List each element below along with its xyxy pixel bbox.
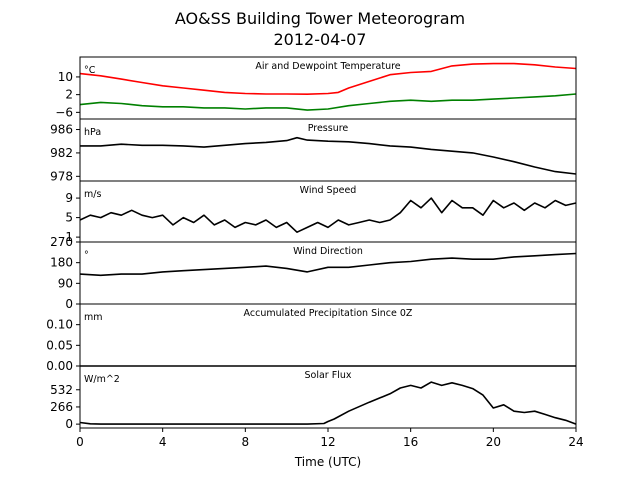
wind_speed-title: Wind Speed xyxy=(300,185,357,196)
xtick-label-4: 16 xyxy=(403,435,418,449)
temp-series-0-line xyxy=(79,62,577,95)
xtick-label-3: 12 xyxy=(320,435,335,449)
precip-ytick-label-0: 0.00 xyxy=(46,359,73,373)
temp-ytick-label-2: 10 xyxy=(58,70,73,84)
solar-ytick-label-1: 266 xyxy=(50,400,73,414)
xtick-label-0: 0 xyxy=(76,435,84,449)
wind_dir-ytick-label-1: 90 xyxy=(58,276,73,290)
wind_dir-ytick-label-2: 180 xyxy=(50,256,73,270)
solar-series-0-line xyxy=(79,381,577,425)
precip-ytick-label-1: 0.05 xyxy=(46,338,73,352)
panel-group: Air and Dewpoint Temperature°C−6210Press… xyxy=(46,56,577,431)
solar-ytick-label-2: 532 xyxy=(50,383,73,397)
chart-date: 2012-04-07 xyxy=(274,30,367,49)
solar-unit: W/m^2 xyxy=(84,374,120,385)
solar-ytick-label-0: 0 xyxy=(65,417,73,431)
panel-pressure: Pressure hPa 978 982 986 xyxy=(50,118,577,183)
precip-unit: mm xyxy=(84,312,103,323)
wind_dir-ytick-label-3: 270 xyxy=(50,235,73,249)
xtick-label-2: 8 xyxy=(242,435,250,449)
panel-wind_dir: Wind Direction ° 0 90 180 270 xyxy=(50,235,577,311)
temp-series-1-line xyxy=(79,93,577,111)
panel-solar: Solar Flux W/m^2 0 266 532 xyxy=(50,365,577,431)
chart-title: AO&SS Building Tower Meteorogram xyxy=(175,9,465,28)
wind_dir-title: Wind Direction xyxy=(293,246,363,257)
temp-ytick-label-0: −6 xyxy=(55,105,73,119)
temp-title: Air and Dewpoint Temperature xyxy=(255,61,400,72)
wind_speed-unit: m/s xyxy=(84,189,101,200)
solar-title: Solar Flux xyxy=(305,370,352,381)
wind_speed-ytick-label-2: 9 xyxy=(65,191,73,205)
panel-wind_speed: Wind Speed m/s 1 5 9 xyxy=(65,180,577,244)
temp-unit: °C xyxy=(84,65,96,76)
xtick-label-5: 20 xyxy=(486,435,501,449)
pressure-unit: hPa xyxy=(84,127,101,138)
pressure-series-0-line xyxy=(80,136,577,175)
wind_speed-ytick-label-0: 1 xyxy=(65,230,73,244)
wind_speed-series-0-line xyxy=(79,197,577,233)
pressure-title: Pressure xyxy=(308,123,349,134)
wind_dir-unit: ° xyxy=(84,250,89,261)
precip-title: Accumulated Precipitation Since 0Z xyxy=(244,308,413,319)
wind_dir-ytick-label-0: 0 xyxy=(65,297,73,311)
wind_speed-ytick-label-1: 5 xyxy=(65,211,73,225)
x-axis: 0 4 8 12 16 20 24 xyxy=(76,428,584,449)
temp-ytick-label-1: 2 xyxy=(65,88,73,102)
precip-ytick-label-2: 0.10 xyxy=(46,318,73,332)
pressure-ytick-label-0: 978 xyxy=(50,169,73,183)
pressure-ytick-label-1: 982 xyxy=(50,146,73,160)
wind_dir-series-0-line xyxy=(79,252,577,277)
x-axis-label: Time (UTC) xyxy=(294,455,361,469)
xtick-label-6: 24 xyxy=(568,435,583,449)
pressure-ytick-label-2: 986 xyxy=(50,123,73,137)
panel-temp: Air and Dewpoint Temperature °C −6 2 10 xyxy=(55,56,577,120)
xtick-label-1: 4 xyxy=(159,435,167,449)
panel-precip: Accumulated Precipitation Since 0Z mm 0.00… xyxy=(46,303,577,373)
